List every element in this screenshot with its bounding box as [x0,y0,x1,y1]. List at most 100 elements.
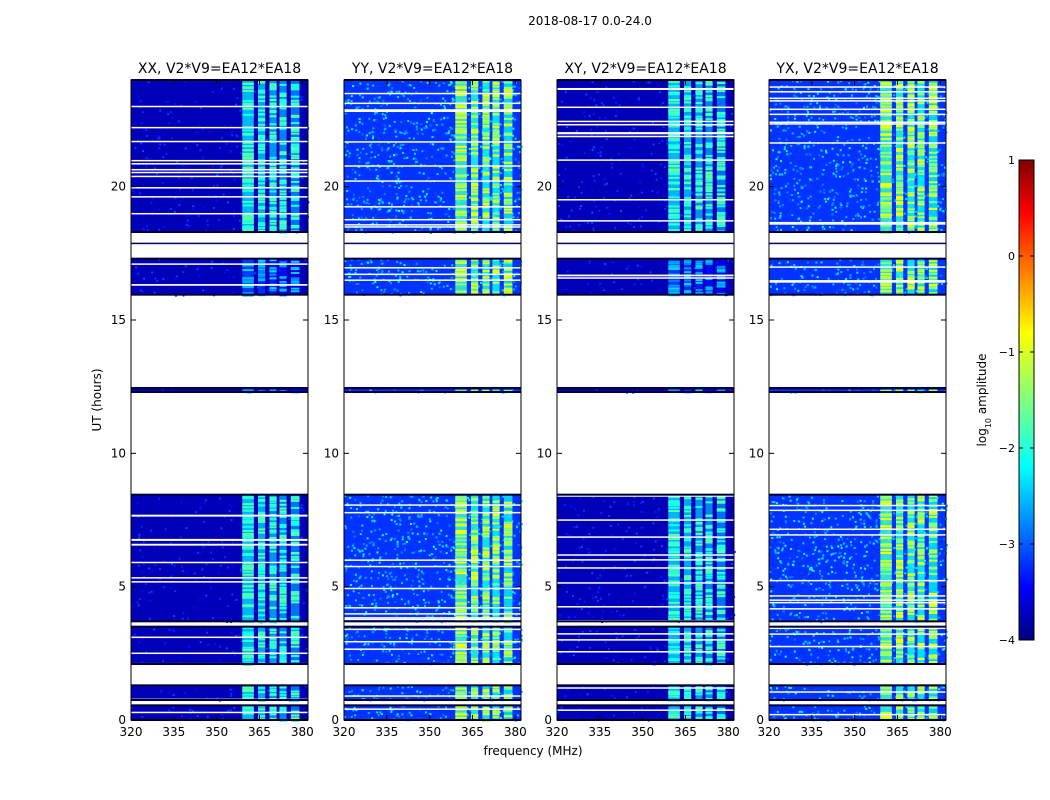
rfi-pixel [242,596,254,599]
noise-pixel [362,644,365,647]
noise-pixel [420,501,423,504]
rfi-pixel [242,615,254,618]
noise-pixel [499,264,502,267]
noise-pixel [211,616,214,619]
rfi-pixel [279,215,287,218]
rfi-pixel [242,179,254,182]
noise-pixel [518,197,521,200]
noise-pixel [500,192,503,195]
noise-pixel [396,713,399,716]
noise-pixel [135,266,138,269]
rfi-pixel [482,501,490,504]
rfi-pixel [668,506,680,509]
noise-pixel [219,166,222,169]
rfi-pixel [258,270,266,273]
noise-pixel [609,524,612,527]
rfi-pixel [716,575,726,578]
rfi-pixel [290,99,300,102]
noise-pixel [693,286,696,289]
noise-pixel [588,610,591,613]
flag-line [131,126,308,129]
noise-pixel [142,290,145,293]
noise-pixel [415,123,418,126]
noise-pixel [730,576,733,579]
rfi-pixel [503,549,513,552]
rfi-pixel [492,89,500,92]
rfi-pixel [705,602,713,605]
noise-pixel [434,201,437,204]
noise-pixel [358,550,361,553]
rfi-pixel [471,627,479,630]
noise-pixel [354,177,357,180]
data-block [131,493,309,624]
noise-pixel [412,588,415,591]
noise-pixel [157,135,160,138]
noise-pixel [444,706,447,709]
noise-pixel [372,544,375,547]
noise-pixel [514,285,517,288]
rfi-pixel [290,226,300,229]
noise-pixel [733,550,736,553]
rfi-pixel [455,509,467,512]
noise-pixel [450,127,453,130]
noise-pixel [396,515,399,518]
noise-pixel [426,81,429,84]
noise-pixel [433,660,436,663]
noise-pixel [514,118,517,121]
noise-pixel [373,119,376,122]
rfi-pixel [684,713,692,716]
noise-pixel [379,208,382,211]
rfi-pixel [279,214,287,217]
noise-pixel [229,150,232,153]
noise-pixel [388,160,391,163]
noise-pixel [425,525,428,528]
rfi-pixel [269,211,277,214]
noise-pixel [139,641,142,644]
noise-pixel [469,510,472,513]
rfi-pixel [482,615,490,618]
noise-pixel [368,541,371,544]
noise-pixel [168,709,171,712]
noise-pixel [232,540,235,543]
noise-pixel [352,85,355,88]
rfi-pixel [279,564,287,567]
rfi-pixel [279,197,287,200]
noise-pixel [141,555,144,558]
rfi-pixel [503,105,513,108]
noise-pixel [383,193,386,196]
flag-line [344,695,521,697]
noise-pixel [602,568,605,571]
rfi-pixel [705,537,713,540]
noise-pixel [430,585,433,588]
noise-pixel [681,262,684,265]
block-edge [344,625,521,628]
noise-pixel [419,515,422,518]
rfi-pixel [269,656,277,659]
rfi-pixel [503,501,513,504]
noise-pixel [402,143,405,146]
noise-pixel [407,535,410,538]
flag-line [131,577,308,579]
noise-pixel [576,525,579,528]
noise-pixel [389,282,392,285]
flag-line [557,559,734,561]
noise-pixel [448,578,451,581]
rfi-pixel [695,645,703,648]
noise-pixel [499,172,502,175]
noise-pixel [424,537,427,540]
rfi-pixel [455,519,467,522]
rfi-pixel [471,657,479,660]
noise-pixel [489,196,492,199]
noise-pixel [490,198,493,201]
rfi-pixel [279,220,287,223]
rfi-pixel [684,609,692,612]
rfi-pixel [705,646,713,649]
rfi-pixel [242,278,254,281]
noise-pixel [602,552,605,555]
noise-pixel [468,577,471,580]
noise-pixel [693,506,696,509]
noise-pixel [558,275,561,278]
noise-pixel [499,98,502,101]
rfi-pixel [492,562,500,565]
rfi-pixel [716,577,726,580]
